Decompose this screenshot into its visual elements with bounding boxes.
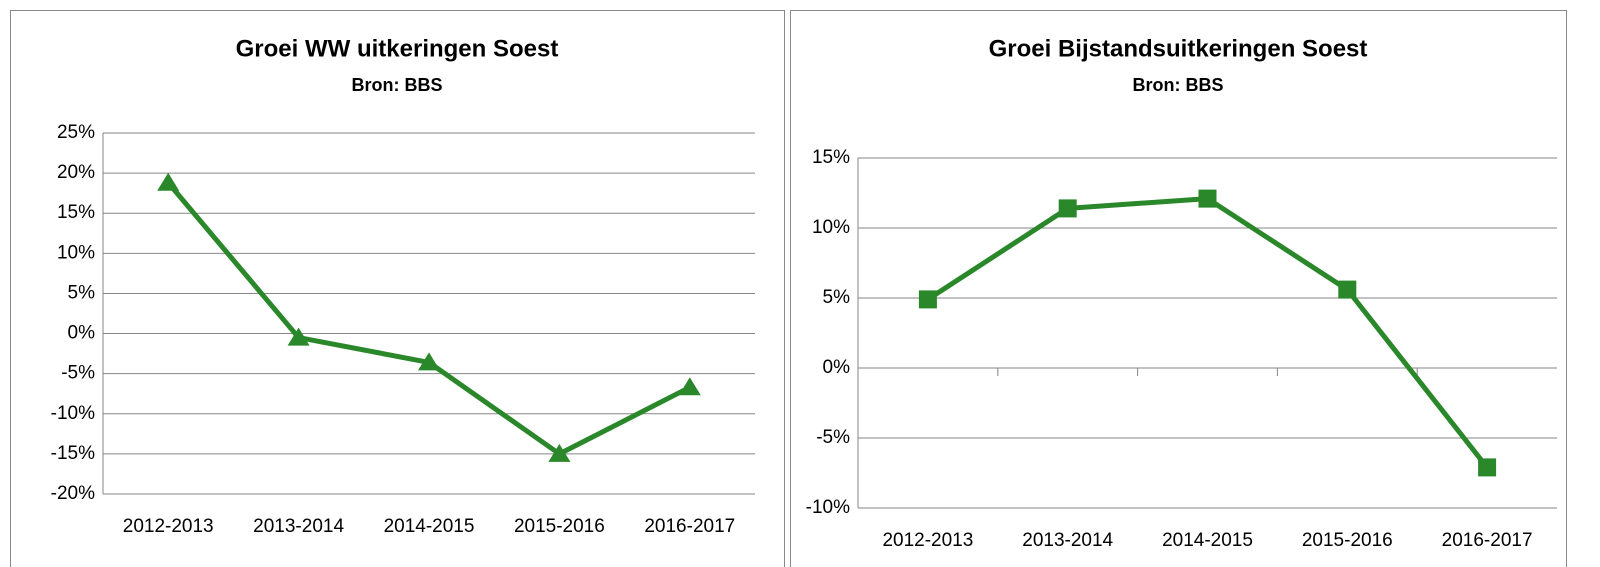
x-tick-label: 2015-2016 (1302, 530, 1393, 551)
y-tick-label: -5% (816, 427, 850, 448)
chart-subtitle: Bron: BBS (352, 75, 443, 95)
x-tick-label: 2014-2015 (384, 516, 475, 537)
panel-border (10, 10, 785, 567)
y-tick-label: 20% (57, 162, 95, 183)
x-tick-label: 2012-2013 (882, 530, 973, 551)
y-tick-label: 15% (812, 147, 850, 168)
chart-subtitle: Bron: BBS (1133, 75, 1224, 95)
marker (918, 290, 937, 309)
y-tick-label: -5% (61, 363, 95, 384)
x-tick-label: 2014-2015 (1162, 530, 1253, 551)
y-tick-label: 25% (57, 122, 95, 143)
y-tick-label: -15% (51, 443, 95, 464)
marker (1338, 280, 1357, 299)
x-tick-label: 2016-2017 (644, 516, 735, 537)
y-tick-label: 15% (57, 202, 95, 223)
y-tick-label: 10% (57, 242, 95, 263)
x-tick-label: 2013-2014 (1022, 530, 1113, 551)
marker (1478, 458, 1497, 477)
marker (287, 327, 310, 346)
y-tick-label: -10% (51, 403, 95, 424)
y-tick-label: -20% (51, 483, 95, 504)
chart-title: Groei WW uitkeringen Soest (236, 35, 559, 62)
x-tick-label: 2012-2013 (123, 516, 214, 537)
y-tick-label: 5% (68, 282, 96, 303)
marker (157, 172, 180, 191)
y-tick-label: 0% (68, 323, 96, 344)
marker (418, 352, 440, 371)
marker (1198, 189, 1217, 208)
y-tick-label: 0% (823, 357, 851, 378)
y-tick-label: -10% (806, 497, 850, 518)
panel-border (790, 10, 1567, 567)
y-tick-label: 10% (812, 217, 850, 238)
x-tick-label: 2015-2016 (514, 516, 605, 537)
y-tick-label: 5% (823, 287, 851, 308)
marker (678, 377, 701, 396)
x-tick-label: 2013-2014 (253, 516, 344, 537)
marker (1058, 199, 1077, 218)
x-tick-label: 2016-2017 (1442, 530, 1533, 551)
chart-title: Groei Bijstandsuitkeringen Soest (989, 35, 1368, 62)
marker (548, 443, 571, 462)
